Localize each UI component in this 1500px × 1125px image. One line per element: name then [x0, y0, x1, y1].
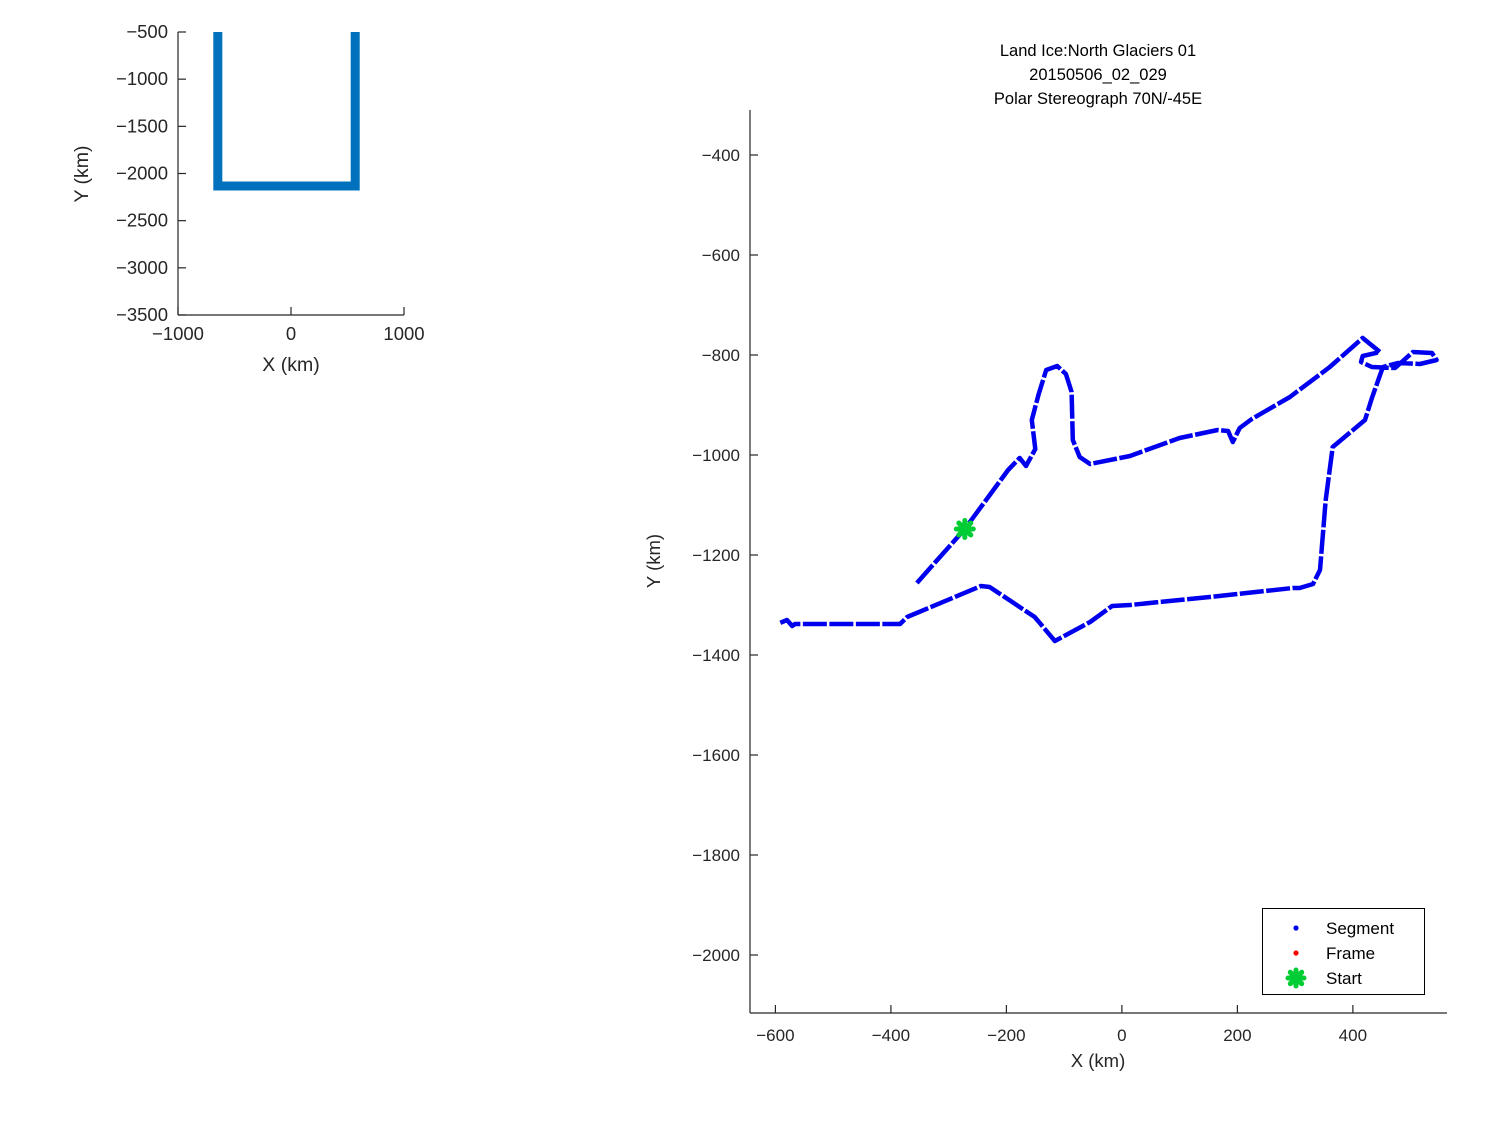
plot-title-line3: Polar Stereograph 70N/-45E: [994, 90, 1202, 108]
y-tick-label: −1500: [116, 115, 168, 136]
legend-label-frame: Frame: [1326, 944, 1375, 963]
legend-label-segment: Segment: [1326, 919, 1394, 938]
y-tick-label: −800: [702, 346, 740, 365]
main-axes: −400 −600 −800 −1000 −1200 −1400 −1600 −1800 −20…: [692, 110, 1447, 1045]
y-tick-label: −3500: [116, 304, 168, 325]
legend: Segment Frame Start: [1262, 908, 1425, 995]
y-tick-label: −1000: [116, 68, 168, 89]
y-tick-label: −500: [126, 21, 168, 42]
legend-label-start: Start: [1326, 969, 1362, 988]
x-tick-label: 0: [1117, 1026, 1126, 1045]
x-tick-label: −600: [756, 1026, 794, 1045]
overview-axes: −500−1000−1500−2000−2500−3000−3500−1000 0…: [116, 21, 425, 344]
y-tick-label: −1000: [692, 446, 740, 465]
overview-y-axis-label: Y (km): [71, 145, 93, 202]
y-tick-label: −2000: [116, 163, 168, 184]
y-tick-label: −1400: [692, 646, 740, 665]
y-tick-label: −2500: [116, 210, 168, 231]
y-tick-label: −3000: [116, 257, 168, 278]
legend-start-star: [1285, 967, 1307, 989]
x-tick-label: −200: [987, 1026, 1025, 1045]
x-tick-label: 0: [286, 323, 296, 344]
main-x-axis-label: X (km): [1071, 1050, 1125, 1071]
overview-x-axis-label: X (km): [262, 354, 319, 376]
y-tick-label: −2000: [692, 946, 740, 965]
start-marker: [953, 518, 976, 540]
legend-frame-dot: [1293, 950, 1299, 956]
main-y-axis-label: Y (km): [643, 534, 664, 588]
y-tick-label: −600: [702, 246, 740, 265]
plot-title-line1: Land Ice:North Glaciers 01: [1000, 42, 1196, 60]
main-track-line: [779, 335, 1439, 644]
segment-track-path: [779, 335, 1439, 644]
y-tick-label: −1200: [692, 546, 740, 565]
x-tick-label: 200: [1223, 1026, 1251, 1045]
overview-track-line: [213, 32, 360, 191]
y-tick-label: −1800: [692, 846, 740, 865]
legend-segment-dot: [1293, 925, 1299, 931]
plot-title-line2: 20150506_02_029: [1029, 66, 1167, 84]
legend-markers: [1285, 925, 1307, 989]
x-tick-label: −1000: [152, 323, 204, 344]
y-tick-label: −400: [702, 146, 740, 165]
x-tick-label: 1000: [383, 323, 424, 344]
y-tick-label: −1600: [692, 746, 740, 765]
x-tick-label: −400: [872, 1026, 910, 1045]
x-tick-label: 400: [1339, 1026, 1367, 1045]
overview-flight-line: [213, 32, 360, 191]
start-marker-star: [953, 518, 976, 540]
